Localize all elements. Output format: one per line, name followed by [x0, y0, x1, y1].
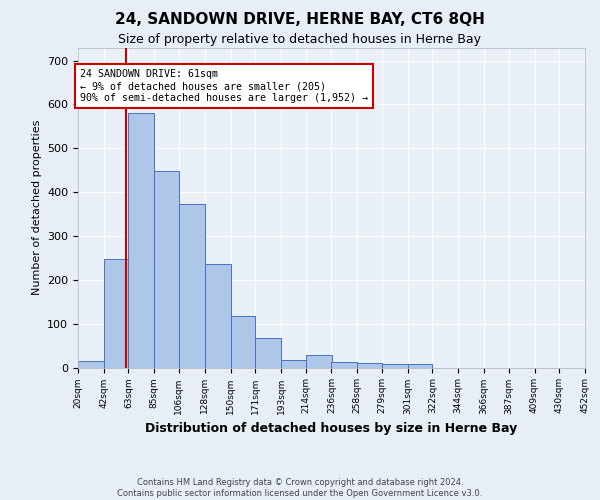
Bar [154, 171, 179, 368]
Bar [382, 364, 408, 368]
Y-axis label: Number of detached properties: Number of detached properties [32, 120, 41, 295]
Bar [331, 362, 358, 368]
Bar [408, 364, 433, 368]
Text: Size of property relative to detached houses in Herne Bay: Size of property relative to detached ho… [119, 32, 482, 46]
Text: 24 SANDOWN DRIVE: 61sqm
← 9% of detached houses are smaller (205)
90% of semi-de: 24 SANDOWN DRIVE: 61sqm ← 9% of detached… [80, 70, 368, 102]
Bar [358, 363, 382, 368]
Bar [128, 114, 154, 368]
Bar [255, 338, 281, 368]
Text: 24, SANDOWN DRIVE, HERNE BAY, CT6 8QH: 24, SANDOWN DRIVE, HERNE BAY, CT6 8QH [115, 12, 485, 28]
Bar [305, 355, 331, 368]
Bar [205, 264, 230, 368]
X-axis label: Distribution of detached houses by size in Herne Bay: Distribution of detached houses by size … [145, 422, 518, 435]
Bar [179, 204, 205, 368]
Bar [104, 259, 128, 368]
Bar [281, 360, 305, 368]
Bar [78, 361, 104, 368]
Text: Contains HM Land Registry data © Crown copyright and database right 2024.
Contai: Contains HM Land Registry data © Crown c… [118, 478, 482, 498]
Bar [230, 316, 255, 368]
